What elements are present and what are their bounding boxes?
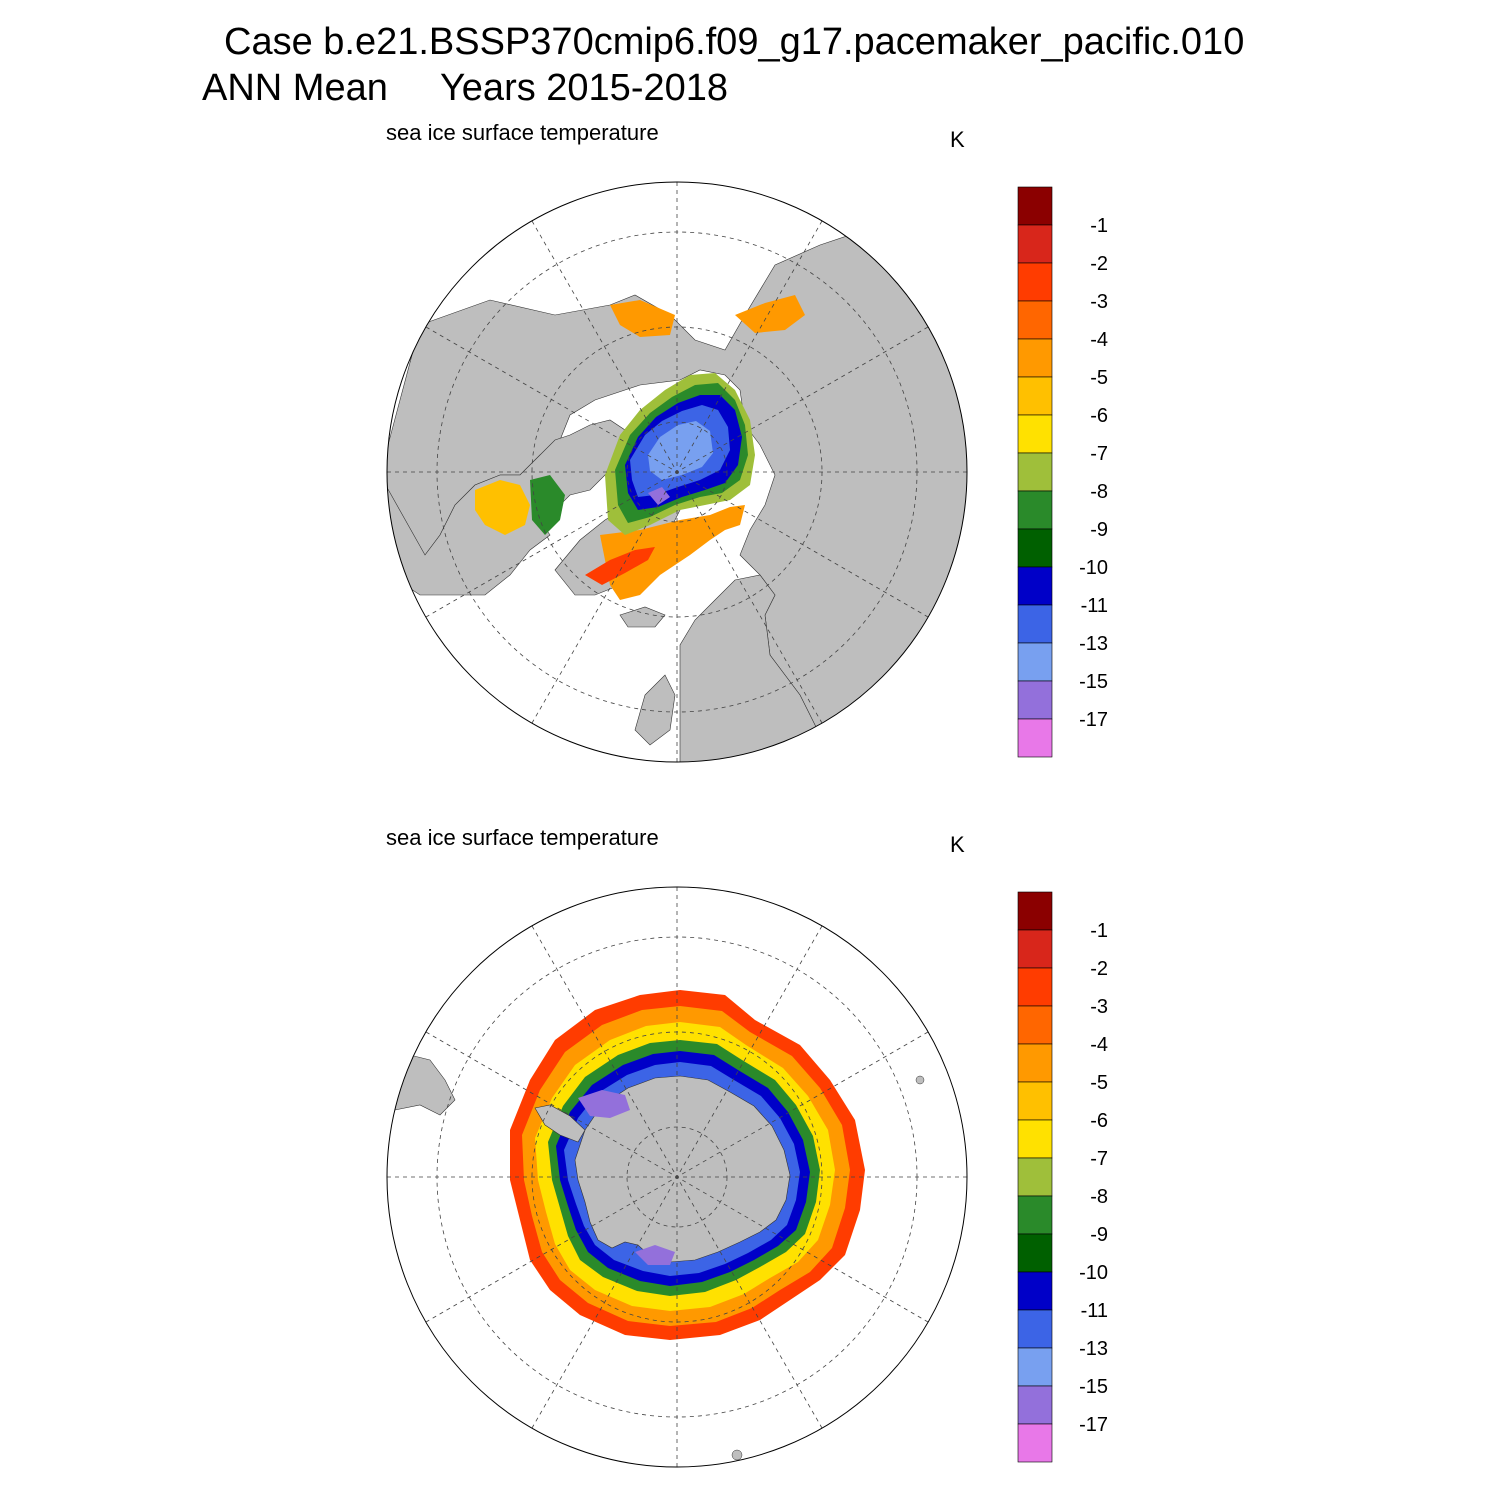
north-colorbar-tick-label: -13 — [1079, 633, 1108, 655]
north-colorbar-tick-label: -8 — [1090, 481, 1108, 503]
south-polar-map — [386, 886, 968, 1468]
south-colorbar-tick-label: -2 — [1090, 958, 1108, 980]
north-graticule — [387, 182, 967, 762]
south-colorbar-tick-label: -15 — [1079, 1376, 1108, 1398]
figure-title-period: ANN Mean Years 2015-2018 — [202, 67, 729, 109]
south-colorbar-tick-label: -7 — [1090, 1148, 1108, 1170]
north-colorbar-tick-label: -4 — [1090, 329, 1108, 351]
south-colorbar-tick-label: -3 — [1090, 996, 1108, 1018]
south-colorbar-swatch — [1017, 1157, 1053, 1197]
south-colorbar-swatch — [1017, 1195, 1053, 1235]
north-ice-east-edge — [585, 547, 655, 585]
figure-title-case: Case b.e21.BSSP370cmip6.f09_g17.pacemake… — [224, 21, 1245, 63]
north-ice-hudson — [475, 480, 530, 535]
north-colorbar-tick-label: -17 — [1079, 709, 1108, 731]
south-colorbar-swatch — [1017, 1347, 1053, 1387]
south-colorbar-tick-label: -5 — [1090, 1072, 1108, 1094]
south-colorbar-tick-label: -17 — [1079, 1414, 1108, 1436]
south-colorbar-tick-label: -13 — [1079, 1338, 1108, 1360]
north-colorbar-swatch — [1017, 338, 1053, 378]
north-colorbar-swatch — [1017, 186, 1053, 226]
south-colorbar-swatch — [1017, 1309, 1053, 1349]
south-panel-subtitle: sea ice surface temperature — [386, 825, 659, 850]
north-ice-outer-orange — [600, 505, 745, 600]
south-colorbar-swatch — [1017, 1233, 1053, 1273]
north-land-britain — [634, 674, 676, 746]
north-colorbar-tick-label: -15 — [1079, 671, 1108, 693]
north-colorbar-swatch — [1017, 452, 1053, 492]
south-land-antarctica — [574, 1075, 791, 1263]
south-colorbar-swatch — [1017, 1005, 1053, 1045]
north-ice-baffin — [530, 475, 565, 535]
south-land-island — [731, 1449, 743, 1461]
north-map-border — [386, 181, 968, 763]
north-ice-purple — [648, 487, 670, 505]
south-colorbar-swatch — [1017, 1423, 1053, 1463]
north-colorbar-tick-label: -9 — [1090, 519, 1108, 541]
south-colorbar-swatch — [1017, 1119, 1053, 1159]
north-polar-map — [386, 181, 968, 763]
south-colorbar-swatch — [1017, 1271, 1053, 1311]
south-colorbar-tick-label: -11 — [1081, 1300, 1108, 1322]
north-colorbar-swatch — [1017, 566, 1053, 606]
north-ice-light-blue — [648, 421, 713, 480]
north-panel-subtitle: sea ice surface temperature — [386, 120, 659, 145]
north-colorbar-tick-label: -3 — [1090, 291, 1108, 313]
north-colorbar-swatch — [1017, 528, 1053, 568]
south-land-island — [915, 1075, 925, 1085]
south-map-border — [386, 886, 968, 1468]
south-colorbar-tick-label: -10 — [1079, 1262, 1108, 1284]
north-colorbar-tick-label: -5 — [1090, 367, 1108, 389]
north-colorbar-swatch — [1017, 262, 1053, 302]
north-colorbar-swatch — [1017, 490, 1053, 530]
south-land-peninsula — [534, 1104, 586, 1143]
north-colorbar-swatch — [1017, 680, 1053, 720]
south-colorbar-tick-label: -9 — [1090, 1224, 1108, 1246]
south-colorbar-swatch — [1017, 929, 1053, 969]
north-colorbar-swatch — [1017, 604, 1053, 644]
north-colorbar-tick-label: -6 — [1090, 405, 1108, 427]
north-colorbar-tick-label: -1 — [1090, 215, 1108, 237]
north-colorbar-swatch — [1017, 718, 1053, 758]
north-colorbar: -1 -2 -3 -4 -5 -6 -7 -8 -9 -10 -11 -13 -15 -17 — [1017, 186, 1108, 758]
north-colorbar-tick-label: -10 — [1079, 557, 1108, 579]
north-colorbar-swatch — [1017, 642, 1053, 682]
north-colorbar-tick-label: -11 — [1081, 595, 1108, 617]
south-colorbar-tick-label: -6 — [1090, 1110, 1108, 1132]
south-colorbar-tick-label: -1 — [1090, 920, 1108, 942]
north-ice-okhotsk — [735, 295, 805, 333]
south-panel-unit: K — [950, 832, 965, 857]
north-land-iceland — [619, 606, 666, 628]
north-colorbar-tick-label: -7 — [1090, 443, 1108, 465]
south-ice-ross-purple — [635, 1245, 675, 1265]
north-colorbar-swatch — [1017, 376, 1053, 416]
north-colorbar-swatch — [1017, 300, 1053, 340]
north-panel-unit: K — [950, 127, 965, 152]
north-colorbar-tick-label: -2 — [1090, 253, 1108, 275]
south-colorbar-swatch — [1017, 1043, 1053, 1083]
south-colorbar: -1 -2 -3 -4 -5 -6 -7 -8 -9 -10 -11 -13 -15 -17 — [1017, 891, 1108, 1463]
south-colorbar-tick-label: -8 — [1090, 1186, 1108, 1208]
north-colorbar-swatch — [1017, 224, 1053, 264]
north-colorbar-swatch — [1017, 414, 1053, 454]
south-colorbar-swatch — [1017, 1385, 1053, 1425]
south-colorbar-tick-label: -4 — [1090, 1034, 1108, 1056]
south-colorbar-swatch — [1017, 967, 1053, 1007]
south-ice-weddell-purple — [578, 1090, 630, 1118]
south-graticule — [387, 887, 967, 1467]
south-colorbar-swatch — [1017, 891, 1053, 931]
south-colorbar-swatch — [1017, 1081, 1053, 1121]
